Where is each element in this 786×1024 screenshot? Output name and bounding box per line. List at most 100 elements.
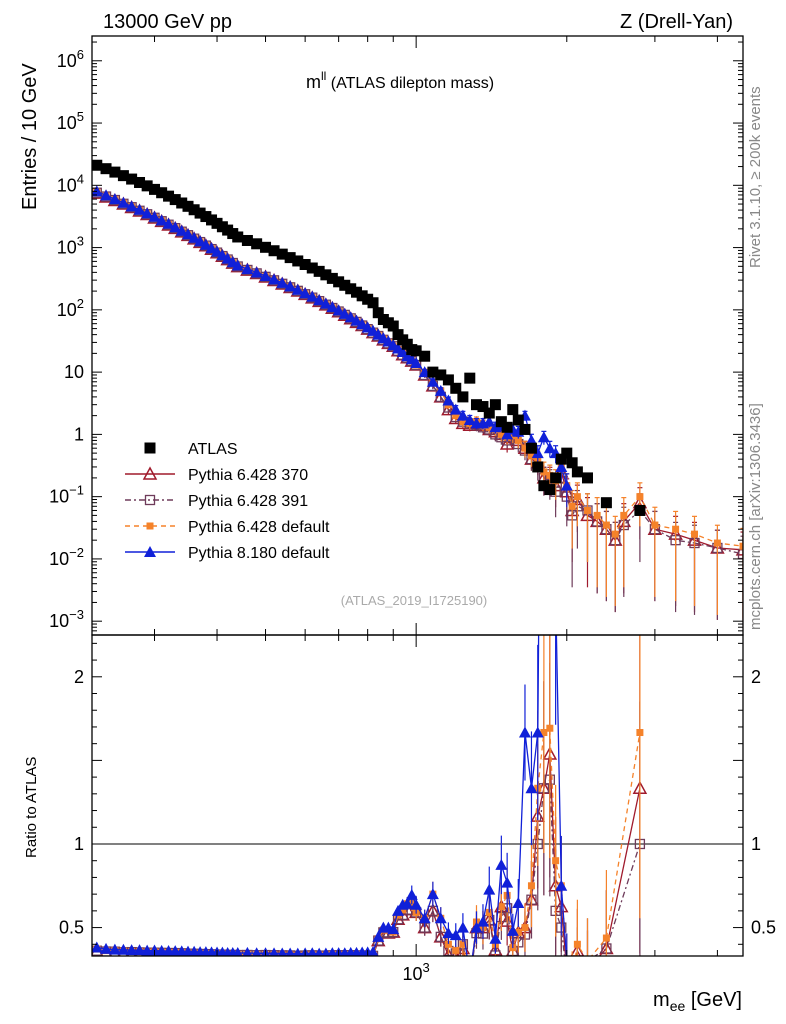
legend: ATLAS Pythia 6.428 370 Pythia 6.428 391 Pyt… (125, 441, 330, 562)
data-point-pdef (497, 430, 505, 438)
ratio-point-p8 (470, 921, 483, 933)
data-point-atlas (141, 180, 153, 192)
data-point-p8 (155, 214, 168, 226)
data-point-atlas (470, 399, 482, 411)
data-point-atlas (163, 190, 175, 202)
data-point-atlas (419, 350, 431, 362)
data-point-atlas (313, 265, 325, 277)
data-point-atlas (410, 345, 422, 357)
data-point-atlas (477, 401, 489, 413)
data-point-atlas (134, 176, 146, 188)
data-point-atlas (306, 262, 318, 274)
x-label-unit: [GeV] (685, 989, 742, 1011)
x-axis-label: mee [GeV] (653, 989, 742, 1014)
data-point-atlas (268, 245, 280, 257)
ratio-point-p8 (483, 883, 496, 895)
data-point-p370 (499, 436, 515, 450)
ratio-point-pdef (444, 940, 452, 948)
ratio-point-p391 (562, 973, 571, 982)
data-point-p8 (268, 273, 281, 285)
ratio-point-pdef (452, 946, 460, 954)
data-point-atlas (292, 255, 304, 267)
ratio-point-p8 (544, 234, 556, 245)
data-point-p8 (125, 200, 138, 212)
data-point-pdef (514, 436, 522, 444)
data-point-atlas (299, 258, 311, 270)
ratio-point-pdef (584, 958, 591, 965)
ratio-point-pdef (540, 729, 548, 737)
ratio-axis-label: Ratio to ATLAS (23, 757, 40, 858)
y-tick-label: 103 (57, 234, 84, 258)
data-point-p8 (332, 304, 345, 316)
ratio-point-p8 (418, 912, 431, 924)
data-point-p391 (737, 548, 743, 560)
legend-entry-p370: Pythia 6.428 370 (125, 466, 308, 484)
ratio-point-p8 (550, 587, 562, 598)
data-point-p8 (344, 311, 357, 323)
data-point-p8 (555, 460, 568, 472)
data-point-p8 (350, 314, 363, 326)
data-point-atlas (464, 372, 476, 384)
ratio-point-p8 (426, 888, 439, 900)
title-suffix: (ATLAS dilepton mass) (326, 75, 494, 92)
ratio-tick-label: 1 (74, 834, 84, 854)
data-point-atlas (501, 421, 513, 433)
ratio-point-p370 (566, 977, 578, 988)
ratio-point-p8 (125, 944, 138, 956)
legend-label-atlas: ATLAS (188, 441, 238, 458)
ratio-point-p8 (133, 944, 146, 956)
ratio-point-p8 (392, 904, 405, 916)
legend-entry-pdef: Pythia 6.428 default (125, 519, 330, 536)
legend-label-p391: Pythia 6.428 391 (188, 493, 308, 510)
data-point-atlas (109, 166, 121, 178)
data-point-atlas (149, 183, 161, 195)
data-point-pdef (527, 452, 535, 460)
data-point-p8 (194, 235, 207, 247)
ratio-series-group (92, 234, 648, 992)
ratio-point-pdef (546, 724, 554, 732)
ratio-point-p391 (568, 983, 577, 992)
ratio-point-p8 (442, 927, 455, 939)
data-point-atlas (435, 369, 447, 381)
ratio-point-pdef (399, 906, 407, 914)
data-point-atlas (457, 391, 469, 403)
main-series-group (92, 159, 743, 626)
ratio-point-p8 (100, 942, 113, 954)
ratio-point-p8 (242, 946, 253, 956)
ratio-point-p8 (92, 941, 103, 953)
plot-title: mll (ATLAS dilepton mass) (306, 69, 494, 92)
ratio-point-p8 (277, 947, 287, 956)
ratio-point-p8 (434, 912, 447, 924)
title-symbol: m (306, 72, 321, 92)
y-tick-label: 10 (64, 362, 84, 382)
data-point-atlas (442, 374, 454, 386)
data-point-p8 (531, 447, 544, 459)
data-point-pdef (546, 471, 554, 479)
ratio-point-p8 (501, 876, 514, 888)
ratio-point-p8 (489, 932, 502, 944)
data-point-p8 (434, 384, 447, 396)
ratio-point-p8 (372, 930, 385, 942)
ratio-plot-frame (91, 634, 744, 957)
ratio-point-p8 (307, 947, 318, 956)
data-point-atlas (507, 404, 519, 416)
data-point-atlas (495, 416, 507, 428)
data-point-p8 (543, 442, 556, 454)
data-point-p8 (188, 231, 201, 243)
data-point-atlas (117, 170, 129, 182)
source-label: mcplots.cern.ch [arXiv:1306.3436] (747, 403, 764, 630)
ratio-point-p8 (525, 782, 538, 794)
data-point-pdef (568, 502, 576, 510)
data-point-p8 (299, 287, 312, 299)
ratio-line-p8 (96, 635, 568, 956)
data-point-atlas (566, 457, 578, 469)
ratio-point-p8 (367, 946, 379, 956)
y-tick-label: 105 (57, 109, 84, 133)
y-tick-label: 102 (57, 296, 84, 320)
data-point-atlas (532, 461, 544, 473)
data-point-p8 (291, 283, 304, 295)
data-point-pdef (452, 412, 460, 420)
ratio-point-p8 (410, 898, 423, 910)
ratio-point-pdef (552, 857, 560, 865)
